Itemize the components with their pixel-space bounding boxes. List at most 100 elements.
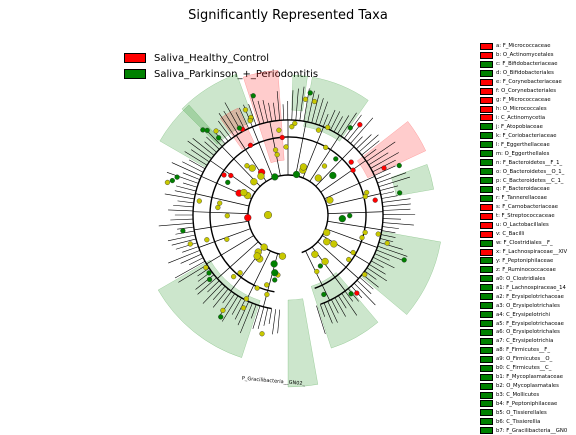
- node-108: [165, 180, 170, 185]
- node-67: [373, 198, 378, 203]
- node-101: [244, 214, 251, 221]
- node-92: [237, 126, 242, 131]
- node-82: [347, 213, 352, 218]
- node-14: [321, 292, 326, 297]
- node-39: [258, 173, 265, 180]
- key-row-r: r: F_Tannerellaceae: [480, 194, 576, 203]
- key-row-a: a: F_Micrococcaceae: [480, 42, 576, 51]
- key-label-o: o: O_Bacteroidetes__O_1_: [496, 169, 564, 175]
- node-52: [243, 107, 248, 112]
- node-45: [397, 163, 402, 168]
- node-43: [348, 125, 353, 130]
- node-17: [326, 197, 333, 204]
- branch-42: [183, 183, 197, 187]
- key-row-a0: a0: O_Clostridiales: [480, 274, 576, 283]
- node-11: [382, 166, 387, 171]
- key-label-a6: a6: O_Erysipelotrichales: [496, 329, 560, 335]
- key-row-a7: a7: C_Erysipelotrichia: [480, 337, 576, 346]
- key-row-j: j: F_Atopobiaceae: [480, 122, 576, 131]
- node-66: [402, 258, 407, 263]
- node-20: [204, 237, 209, 242]
- key-label-b4: b4: F_Peptoniphilaceae: [496, 401, 557, 407]
- key-label-f: f: O_Corynebacteriales: [496, 88, 556, 94]
- key-label-a2: a2: F_Erysipelotrichaceae: [496, 294, 564, 300]
- branch-105: [382, 196, 398, 199]
- node-59: [289, 124, 294, 129]
- node-88: [245, 163, 250, 168]
- node-21: [260, 331, 265, 336]
- clade-sector-3: [292, 75, 308, 111]
- key-row-n: n: F_Bacteroidetes__F_1_: [480, 158, 576, 167]
- key-label-c: c: F_Bifidobacteriaceae: [496, 61, 558, 67]
- node-107: [279, 253, 286, 260]
- node-86: [188, 242, 193, 247]
- key-row-u: u: O_Lactobacillales: [480, 221, 576, 230]
- key-label-v: v: C_Bacilli: [496, 231, 524, 237]
- key-label-b1: b1: F_Mycoplasmataceae: [496, 374, 563, 380]
- node-109: [271, 269, 278, 276]
- key-swatch-q: [480, 186, 493, 193]
- node-2: [215, 205, 220, 210]
- node-35: [217, 201, 222, 206]
- key-swatch-a6: [480, 329, 493, 336]
- node-22: [264, 282, 269, 287]
- key-label-t: t: F_Streptococcaceae: [496, 213, 555, 219]
- key-label-h: h: O_Micrococcales: [496, 106, 547, 112]
- key-row-c: c: F_Bifidobacteriaceae: [480, 60, 576, 69]
- key-label-b7: b7: F_Gracilibacteria__GN0: [496, 428, 567, 434]
- key-row-v: v: C_Bacilli: [480, 230, 576, 239]
- inner-branch-23: [328, 212, 383, 214]
- node-15: [216, 135, 221, 140]
- key-swatch-a5: [480, 320, 493, 327]
- node-98: [316, 128, 321, 133]
- node-46: [225, 180, 230, 185]
- key-row-f: f: O_Corynebacteriales: [480, 87, 576, 96]
- node-18: [251, 93, 256, 98]
- node-104: [333, 157, 338, 162]
- node-96: [351, 250, 356, 255]
- key-row-o: o: O_Bacteroidetes__O_1_: [480, 167, 576, 176]
- node-47: [300, 163, 307, 170]
- node-84: [231, 274, 236, 279]
- key-row-k: k: F_Coriobacteriaceae: [480, 131, 576, 140]
- inner-branch-20: [321, 161, 366, 193]
- node-33: [271, 260, 278, 267]
- key-swatch-a2: [480, 293, 493, 300]
- key-label-r: r: F_Tannerellaceae: [496, 195, 547, 201]
- key-label-k: k: F_Coriobacteriaceae: [496, 133, 557, 139]
- node-10: [346, 257, 351, 262]
- key-row-b6: b6: C_Tissierellia: [480, 417, 576, 426]
- key-label-b6: b6: C_Tissierellia: [496, 419, 540, 425]
- branch-104: [381, 192, 394, 195]
- key-label-a4: a4: C_Erysipelotrichi: [496, 312, 550, 318]
- key-swatch-w: [480, 240, 493, 247]
- node-80: [362, 272, 367, 277]
- key-row-l: l: F_Eggerthellaceae: [480, 140, 576, 149]
- key-row-t: t: F_Streptococcaceae: [480, 212, 576, 221]
- key-row-p: p: C_Bacteroidetes__C_1_: [480, 176, 576, 185]
- key-row-a4: a4: C_Erysipelotrichi: [480, 310, 576, 319]
- node-19: [203, 265, 208, 270]
- key-label-b5: b5: O_Tissierellales: [496, 410, 547, 416]
- branch-32: [177, 227, 194, 229]
- key-label-a5: a5: F_Erysipelotrichaceae: [496, 321, 564, 327]
- node-99: [315, 175, 322, 182]
- key-swatch-b3: [480, 392, 493, 399]
- node-8: [349, 160, 354, 165]
- key-label-b: b: O_Actinomycetales: [496, 52, 554, 58]
- key-row-a2: a2: F_Erysipelotrichaceae: [480, 292, 576, 301]
- key-row-q: q: F_Bacteroidaceae: [480, 185, 576, 194]
- node-105: [254, 253, 261, 260]
- key-row-d: d: O_Bifidobacteriales: [480, 69, 576, 78]
- key-swatch-j: [480, 123, 493, 130]
- node-65: [330, 241, 337, 248]
- node-100: [250, 178, 257, 185]
- node-56: [376, 232, 381, 237]
- branch-37: [173, 205, 193, 207]
- node-29: [284, 145, 289, 150]
- key-label-s: s: F_Carnobacteriaceae: [496, 204, 558, 210]
- key-row-e: e: F_Corynebacteriaceae: [480, 78, 576, 87]
- key-row-g: g: F_Micrococcaceae: [480, 96, 576, 105]
- key-row-b0: b0: C_Firmicutes__C_: [480, 364, 576, 373]
- key-swatch-a: [480, 43, 493, 50]
